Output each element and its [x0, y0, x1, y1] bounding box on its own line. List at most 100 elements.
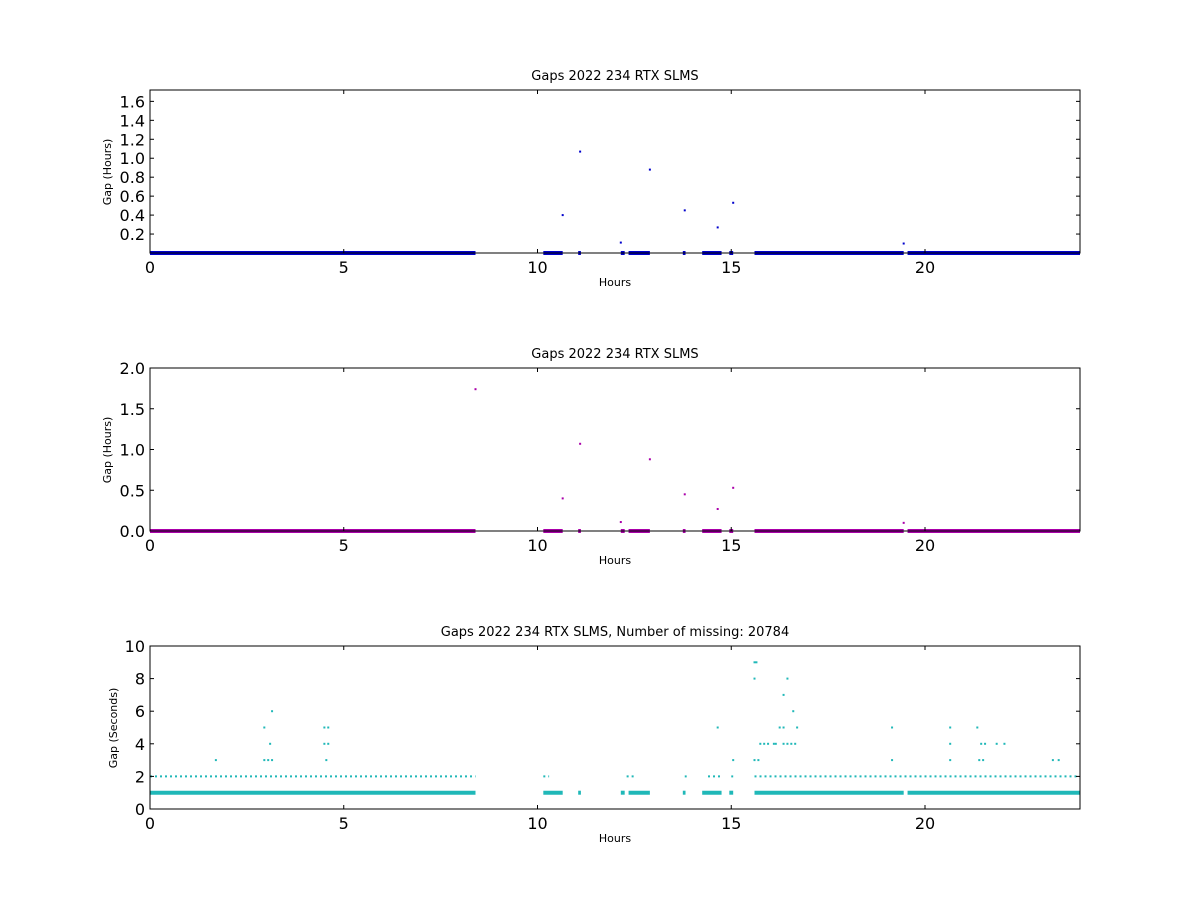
- chart-3-ylabel: Gap (Seconds): [107, 688, 120, 769]
- data-point-33: [796, 726, 799, 729]
- data-point-4: [648, 458, 651, 461]
- data-point-22: [772, 742, 775, 745]
- chart-3-title: Gaps 2022 234 RTX SLMS, Number of missin…: [441, 625, 789, 640]
- data-point-7: [323, 726, 326, 729]
- data-point-12: [716, 726, 719, 729]
- x-tick-label-2: 10: [527, 536, 547, 555]
- data-point-28: [792, 710, 795, 713]
- chart-1-xlabel: Hours: [599, 276, 631, 289]
- chart-1-axes: 0 5 10 15 20 0.20.40.60.81.01.21.41.6: [120, 89, 1081, 277]
- chart-2-title: Gaps 2022 234 RTX SLMS: [531, 347, 698, 362]
- chart-1-marks: [150, 150, 1080, 255]
- data-point-42: [984, 742, 987, 745]
- chart-3-marks: [150, 661, 1080, 795]
- data-point-5: [716, 226, 719, 229]
- x-tick-label-1: 5: [339, 536, 349, 555]
- x-tick-label-0: 0: [145, 814, 155, 833]
- y-tick-label-4: 2.0: [120, 359, 145, 378]
- data-point-40: [978, 759, 981, 762]
- y-tick-label-4: 1.0: [120, 149, 145, 168]
- data-point-38: [949, 759, 952, 762]
- data-point-21: [767, 742, 770, 745]
- data-point-11: [325, 759, 328, 762]
- chart-2-axes: 0 5 10 15 20 0.0 0.5 1.0 1.5 2.0: [120, 359, 1081, 555]
- data-point-9: [323, 742, 326, 745]
- data-point-6: [732, 201, 735, 204]
- data-point-15: [755, 661, 758, 664]
- data-point-23: [774, 742, 777, 745]
- x-tick-label-1: 5: [339, 814, 349, 833]
- data-point-18: [757, 759, 760, 762]
- data-point-24: [778, 726, 781, 729]
- data-point-37: [949, 742, 952, 745]
- subplot-1: Gaps 2022 234 RTX SLMS Hours Gap (Hours)…: [101, 69, 1081, 289]
- chart-1-ylabel: Gap (Hours): [101, 139, 114, 206]
- y-tick-label-1: 2: [135, 767, 145, 786]
- y-tick-label-1: 0.5: [120, 481, 145, 500]
- y-tick-label-3: 1.5: [120, 400, 145, 419]
- chart-1-title: Gaps 2022 234 RTX SLMS: [531, 69, 698, 84]
- y-tick-label-4: 8: [135, 670, 145, 689]
- y-tick-label-0: 0.2: [120, 225, 145, 244]
- data-point-2: [619, 241, 622, 244]
- data-point-36: [949, 726, 952, 729]
- data-point-16: [753, 677, 756, 680]
- data-point-41: [980, 742, 983, 745]
- data-point-14: [753, 661, 756, 664]
- data-point-0: [474, 388, 477, 391]
- chart-2-ylabel: Gap (Hours): [101, 417, 114, 484]
- data-point-32: [794, 742, 797, 745]
- data-point-4: [683, 209, 686, 212]
- y-tick-label-2: 4: [135, 735, 145, 754]
- x-tick-label-3: 15: [721, 814, 741, 833]
- data-point-1: [263, 726, 266, 729]
- y-tick-label-6: 1.4: [120, 111, 145, 130]
- y-tick-label-2: 1.0: [120, 441, 145, 460]
- data-point-26: [782, 693, 785, 696]
- data-point-10: [327, 742, 330, 745]
- y-tick-label-0: 0.0: [120, 522, 145, 541]
- y-tick-label-7: 1.6: [120, 92, 145, 111]
- data-point-19: [759, 742, 762, 745]
- data-point-1: [561, 497, 564, 500]
- y-tick-label-3: 0.8: [120, 168, 145, 187]
- data-point-3: [648, 168, 651, 171]
- data-point-0: [214, 759, 217, 762]
- y-tick-label-2: 0.6: [120, 187, 145, 206]
- x-tick-label-2: 10: [527, 258, 547, 277]
- x-tick-label-2: 10: [527, 814, 547, 833]
- plot-frame: [149, 645, 1081, 810]
- chart-3-xlabel: Hours: [599, 832, 631, 845]
- data-point-6: [271, 759, 274, 762]
- plot-frame: [149, 367, 1081, 532]
- data-point-45: [1003, 742, 1006, 745]
- data-point-25: [782, 726, 785, 729]
- data-point-7: [732, 486, 735, 489]
- data-point-47: [1057, 759, 1060, 762]
- plot-frame: [149, 89, 1081, 254]
- data-point-2: [579, 442, 582, 445]
- x-tick-label-1: 5: [339, 258, 349, 277]
- chart-3-axes: 0 5 10 15 20 0 2 4 6 8 10: [125, 637, 1081, 833]
- data-point-1: [579, 150, 582, 153]
- data-point-13: [732, 759, 735, 762]
- data-point-39: [976, 726, 979, 729]
- data-point-34: [891, 726, 894, 729]
- subplot-3: Gaps 2022 234 RTX SLMS, Number of missin…: [107, 625, 1081, 845]
- data-point-46: [1051, 759, 1054, 762]
- x-tick-label-4: 20: [915, 814, 935, 833]
- x-tick-label-4: 20: [915, 258, 935, 277]
- y-tick-label-3: 6: [135, 702, 145, 721]
- data-point-44: [995, 742, 998, 745]
- y-tick-label-1: 0.4: [120, 206, 145, 225]
- y-tick-label-0: 0: [135, 800, 145, 819]
- data-point-0: [561, 214, 564, 217]
- data-point-43: [982, 759, 985, 762]
- x-tick-label-0: 0: [145, 536, 155, 555]
- data-point-4: [269, 742, 272, 745]
- x-tick-label-4: 20: [915, 536, 935, 555]
- chart-2-xlabel: Hours: [599, 554, 631, 567]
- x-tick-label-3: 15: [721, 536, 741, 555]
- data-point-5: [683, 493, 686, 496]
